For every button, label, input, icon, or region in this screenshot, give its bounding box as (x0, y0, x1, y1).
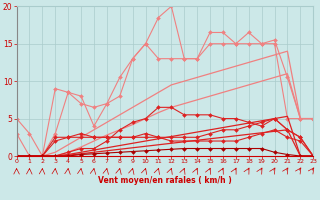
X-axis label: Vent moyen/en rafales ( km/h ): Vent moyen/en rafales ( km/h ) (98, 176, 232, 185)
